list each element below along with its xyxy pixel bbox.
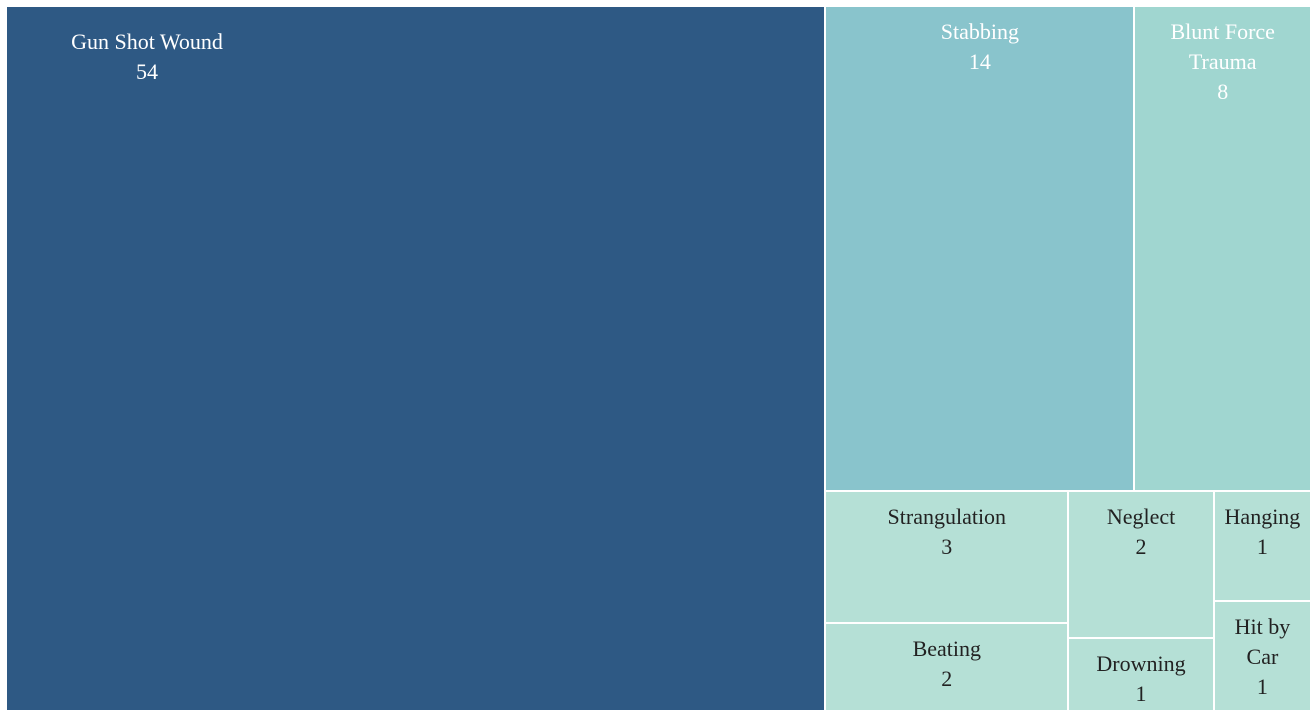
cell-label: Gun Shot Wound 54	[27, 27, 267, 87]
value-label: 2	[941, 665, 953, 691]
treemap-cell: Gun Shot Wound 54	[6, 6, 826, 711]
treemap-cell: Neglect 2	[1068, 490, 1214, 638]
value-label: 2	[1135, 533, 1147, 559]
treemap-cell: Strangulation 3	[825, 490, 1069, 623]
category-label: Hit by Car	[1234, 613, 1291, 669]
cell-label: Blunt Force Trauma 8	[1139, 17, 1306, 107]
cell-label: Strangulation 3	[830, 502, 1063, 562]
treemap-cell: Hit by Car 1	[1213, 600, 1311, 711]
treemap-cell: Beating 2	[825, 622, 1069, 711]
cell-label: Drowning 1	[1073, 649, 1209, 709]
value-label: 3	[941, 533, 953, 559]
value-label: 1	[1256, 673, 1268, 699]
value-label: 54	[136, 59, 158, 84]
value-label: 1	[1256, 533, 1268, 559]
category-label: Neglect	[1106, 503, 1176, 529]
cell-label: Stabbing 14	[830, 17, 1129, 77]
category-label: Gun Shot Wound	[71, 29, 223, 54]
value-label: 8	[1217, 79, 1229, 104]
value-label: 1	[1135, 680, 1147, 706]
category-label: Blunt Force Trauma	[1170, 19, 1275, 74]
category-label: Drowning	[1096, 650, 1186, 676]
cell-label: Hanging 1	[1219, 502, 1306, 562]
category-label: Hanging	[1224, 503, 1301, 529]
treemap-cell: Drowning 1	[1068, 637, 1214, 711]
treemap-cell: Stabbing 14	[825, 6, 1135, 491]
cell-label: Neglect 2	[1073, 502, 1209, 562]
category-label: Stabbing	[940, 19, 1020, 44]
category-label: Strangulation	[887, 503, 1007, 529]
cell-label: Hit by Car 1	[1219, 612, 1306, 702]
value-label: 14	[968, 49, 991, 74]
treemap-cell: Blunt Force Trauma 8	[1134, 6, 1311, 491]
cell-label: Beating 2	[830, 634, 1063, 694]
category-label: Beating	[912, 635, 982, 661]
treemap-cell: Hanging 1	[1213, 490, 1311, 601]
